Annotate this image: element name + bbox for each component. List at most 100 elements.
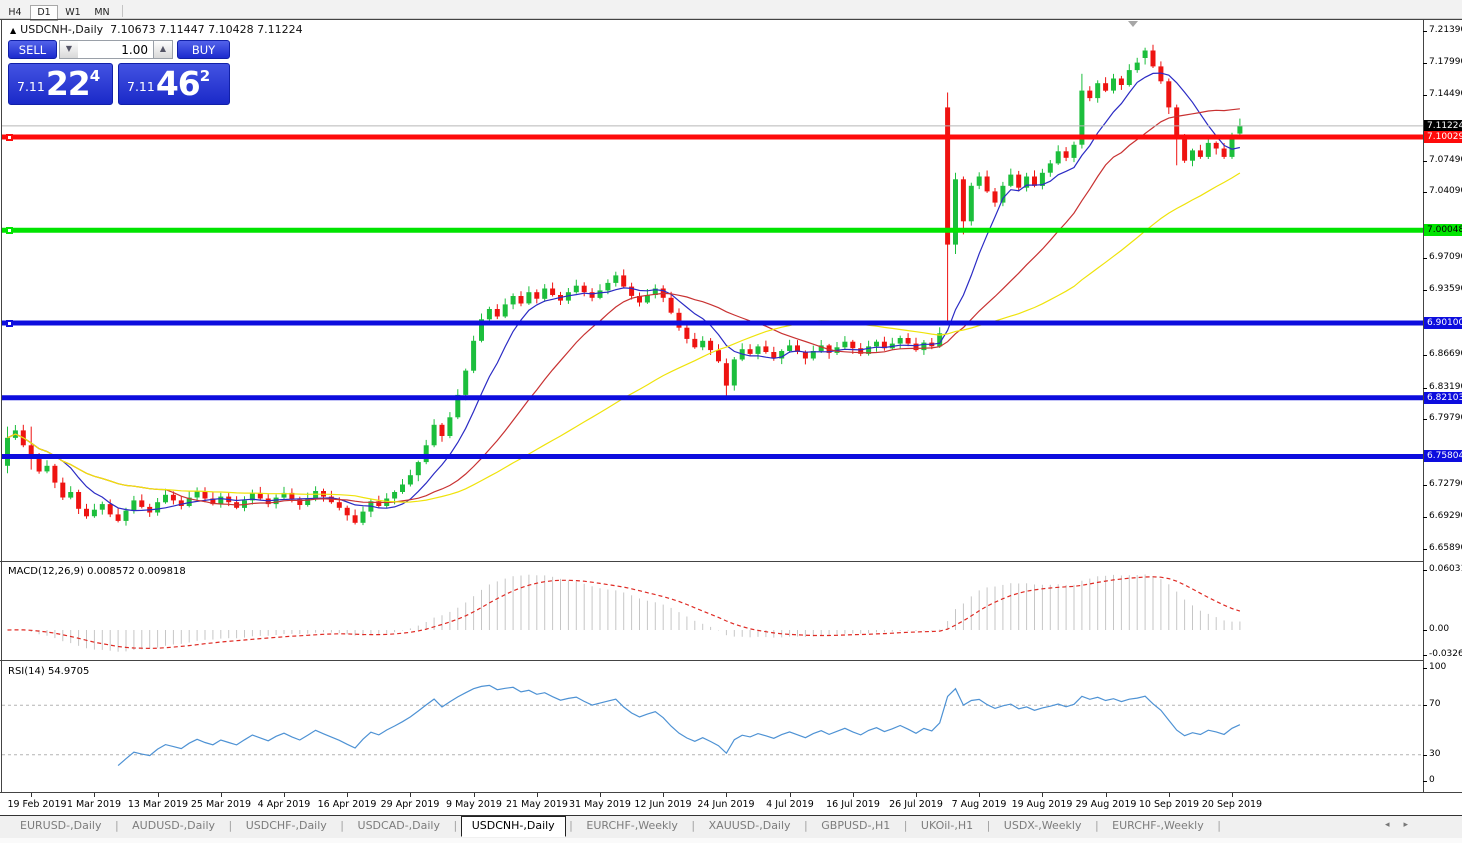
- macd-label: MACD(12,26,9) 0.008572 0.009818: [8, 566, 186, 577]
- price-axis-tick: [1423, 192, 1427, 194]
- volume-increase-button[interactable]: ▲: [153, 40, 173, 59]
- macd-bottom-border: [0, 660, 1423, 661]
- chart-tab-xauusd-daily[interactable]: XAUUSD-,Daily: [708, 819, 791, 832]
- sell-price-big: 22: [45, 64, 91, 103]
- date-axis-tick: [221, 793, 222, 797]
- chart-symbol: USDCNH-,Daily: [20, 23, 104, 36]
- chart-tab-eurchf-weekly-2[interactable]: EURCHF-,Weekly: [1112, 819, 1204, 832]
- hline-handle-dot: [8, 136, 11, 139]
- date-axis-tick: [94, 793, 95, 797]
- price-axis-tick: [1423, 419, 1427, 421]
- rsi-axis-label-tick: [1423, 781, 1427, 782]
- tab-scroll-left-icon[interactable]: ◂: [1384, 820, 1404, 830]
- date-axis-tick: [410, 793, 411, 797]
- buy-button[interactable]: BUY: [177, 40, 230, 59]
- date-axis-tick: [979, 793, 980, 797]
- price-axis-tick: [1423, 354, 1427, 356]
- statusbar-spacer: [0, 838, 1462, 843]
- price-chart-canvas[interactable]: [2, 20, 1423, 560]
- price-axis-label-highlight: 7.00048: [1424, 224, 1462, 237]
- date-axis-label: 25 Mar 2019: [190, 799, 252, 810]
- chart-tab-usdx-weekly[interactable]: USDX-,Weekly: [1003, 819, 1082, 832]
- sell-button[interactable]: SELL: [8, 40, 57, 59]
- price-axis-label: 7.17990: [1429, 56, 1462, 67]
- buy-price-big: 46: [155, 64, 201, 103]
- rsi-axis-label: 30: [1429, 748, 1441, 759]
- date-axis-tick: [663, 793, 664, 797]
- price-axis-tick: [1423, 257, 1427, 259]
- hline-handle[interactable]: [6, 227, 13, 234]
- date-axis-label: 1 Mar 2019: [66, 799, 122, 810]
- price-axis-label: 6.97090: [1429, 251, 1462, 262]
- timeframe-toolbar: H4 D1 W1 MN: [0, 0, 1462, 21]
- buy-price-display[interactable]: 7.11462: [118, 63, 230, 105]
- rsi-indicator-canvas[interactable]: [2, 662, 1423, 791]
- timeframe-mn[interactable]: MN: [94, 7, 110, 18]
- date-axis-tick: [853, 793, 854, 797]
- price-axis-label: 6.69290: [1429, 511, 1462, 522]
- tab-separator: |: [225, 819, 236, 832]
- price-axis-tick: [1423, 31, 1427, 32]
- chart-tab-ukoil-h1[interactable]: UKOil-,H1: [920, 819, 974, 832]
- timeframe-w1[interactable]: W1: [65, 7, 81, 18]
- tab-separator: |: [800, 819, 812, 832]
- chart-top-border: [0, 19, 1462, 20]
- volume-decrease-button[interactable]: ▼: [59, 40, 79, 59]
- date-axis-label: 29 Apr 2019: [380, 799, 440, 810]
- date-axis-tick: [916, 793, 917, 797]
- hline-handle[interactable]: [6, 320, 13, 327]
- triangle-up-icon: ▲: [159, 44, 167, 53]
- price-axis-label: 7.21390: [1429, 25, 1462, 35]
- date-axis-label: 24 Jun 2019: [697, 799, 755, 810]
- price-axis-label-highlight: 6.82103: [1424, 391, 1462, 404]
- price-axis-label-highlight: 7.10029: [1424, 131, 1462, 144]
- chart-tab-eurusd-daily[interactable]: EURUSD-,Daily: [20, 819, 102, 832]
- chart-tab-audusd-daily[interactable]: AUDUSD-,Daily: [132, 819, 216, 832]
- price-axis-label: 7.14490: [1429, 89, 1462, 100]
- chart-tab-eurchf-weekly[interactable]: EURCHF-,Weekly: [586, 819, 678, 832]
- price-axis-tick: [1423, 160, 1427, 162]
- macd-axis-label: -0.032648: [1429, 649, 1462, 659]
- collapse-arrow-icon[interactable]: ▲: [10, 26, 17, 35]
- price-axis-label: 6.83190: [1429, 381, 1462, 392]
- timeframe-h4[interactable]: H4: [8, 7, 22, 18]
- rsi-label: RSI(14) 54.9705: [8, 666, 90, 677]
- date-axis-tick: [790, 793, 791, 797]
- chart-tab-usdcnh-daily[interactable]: USDCNH-,Daily: [460, 816, 566, 837]
- buy-price-small: 7.11: [127, 79, 155, 94]
- price-axis-tick: [1423, 484, 1427, 486]
- date-axis-label: 4 Apr 2019: [257, 799, 311, 810]
- price-axis-tick: [1423, 62, 1427, 64]
- hline-handle[interactable]: [6, 134, 13, 141]
- date-axis-label: 20 Sep 2019: [1201, 799, 1263, 810]
- tab-separator: |: [565, 819, 577, 832]
- price-axis-label: 6.79790: [1429, 413, 1462, 424]
- price-axis-tick: [1423, 95, 1427, 97]
- tab-scroll-right-icon[interactable]: ▸: [1403, 820, 1422, 830]
- macd-axis-label-tick: [1423, 630, 1427, 631]
- macd-axis-label: 0.060317: [1429, 563, 1462, 574]
- date-axis-label: 19 Feb 2019: [7, 799, 67, 810]
- tab-separator: |: [450, 819, 461, 832]
- volume-input[interactable]: [78, 40, 154, 59]
- date-axis-label: 21 May 2019: [506, 799, 568, 810]
- macd-indicator-canvas[interactable]: [2, 562, 1423, 659]
- macd-axis-label-tick: [1423, 569, 1427, 571]
- date-axis-label: 16 Jul 2019: [826, 799, 880, 810]
- date-axis-tick: [1042, 793, 1043, 797]
- date-axis-label: 12 Jun 2019: [634, 799, 692, 810]
- rsi-axis-label: 70: [1429, 699, 1441, 710]
- date-axis-label: 29 Aug 2019: [1075, 799, 1137, 810]
- price-axis-label: 6.93590: [1429, 284, 1462, 295]
- timeframe-d1[interactable]: D1: [30, 5, 58, 21]
- tab-separator: |: [1091, 819, 1103, 832]
- date-axis-tick: [284, 793, 285, 797]
- tab-separator: |: [983, 819, 994, 832]
- chart-tab-gbpusd-h1[interactable]: GBPUSD-,H1: [821, 819, 891, 832]
- chart-tab-usdcad-daily[interactable]: USDCAD-,Daily: [357, 819, 440, 832]
- chart-tab-usdchf-daily[interactable]: USDCHF-,Daily: [245, 819, 327, 832]
- date-axis-tick: [347, 793, 348, 797]
- date-axis-label: 19 Aug 2019: [1011, 799, 1073, 810]
- sell-price-display[interactable]: 7.11224: [8, 63, 113, 105]
